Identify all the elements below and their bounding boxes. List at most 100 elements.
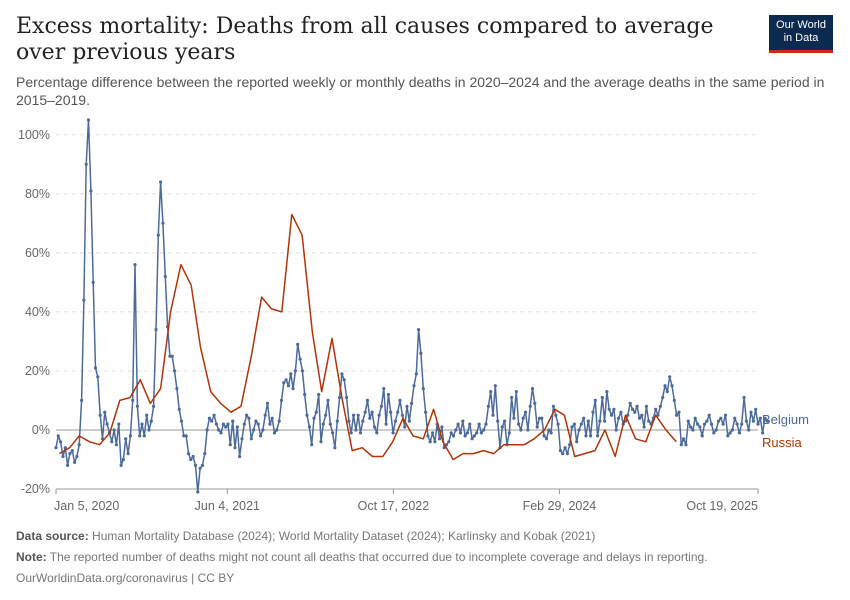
data-point-belgium — [614, 428, 618, 432]
data-point-belgium — [737, 431, 742, 435]
data-point-belgium — [117, 422, 121, 426]
data-point-belgium — [547, 428, 551, 432]
data-point-belgium — [530, 387, 535, 391]
data-point-belgium — [68, 452, 72, 456]
data-point-belgium — [128, 434, 132, 438]
data-point-belgium — [145, 413, 149, 417]
data-point-belgium — [333, 446, 337, 450]
data-point-belgium — [291, 387, 295, 391]
data-point-belgium — [533, 401, 537, 405]
data-point-belgium — [633, 410, 637, 414]
data-point-belgium — [726, 434, 730, 438]
data-point-belgium — [742, 395, 746, 400]
data-point-belgium — [426, 434, 430, 438]
data-point-belgium — [458, 431, 463, 435]
data-point-belgium — [523, 410, 528, 414]
data-point-belgium — [723, 413, 728, 417]
data-point-belgium — [663, 384, 667, 388]
data-point-belgium — [716, 419, 721, 423]
data-point-belgium — [682, 437, 686, 441]
data-point-belgium — [156, 233, 160, 237]
x-tick-label: Feb 29, 2024 — [523, 499, 597, 513]
data-point-belgium — [119, 463, 123, 467]
data-point-belgium — [654, 407, 658, 411]
data-point-belgium — [472, 434, 476, 438]
data-point-belgium — [765, 419, 769, 423]
data-point-belgium — [558, 449, 563, 453]
data-point-belgium — [331, 431, 335, 435]
data-point-belgium — [428, 440, 432, 444]
data-point-belgium — [730, 428, 735, 432]
data-point-belgium — [293, 369, 297, 373]
data-point-belgium — [535, 425, 539, 429]
data-point-belgium — [431, 431, 435, 435]
data-point-belgium — [345, 395, 349, 400]
data-point-belgium — [265, 401, 270, 405]
data-point-belgium — [479, 431, 483, 435]
series-label-russia[interactable]: Russia — [762, 435, 803, 450]
data-point-belgium — [468, 422, 472, 426]
data-point-belgium — [340, 372, 344, 376]
data-source: Data source: Human Mortality Database (2… — [16, 529, 595, 543]
data-point-belgium — [349, 431, 353, 435]
data-point-belgium — [456, 422, 460, 426]
data-point-belgium — [184, 434, 188, 438]
data-point-belgium — [642, 425, 646, 429]
data-source-text[interactable]: Human Mortality Database (2024); World M… — [92, 529, 596, 543]
data-point-belgium — [554, 413, 558, 417]
data-point-belgium — [389, 410, 393, 414]
data-point-belgium — [410, 401, 414, 405]
data-point-belgium — [719, 416, 723, 420]
data-point-belgium — [131, 398, 135, 402]
data-point-belgium — [361, 419, 365, 423]
data-point-belgium — [686, 419, 690, 423]
y-tick-label: -20% — [21, 482, 50, 496]
data-point-belgium — [354, 428, 358, 432]
data-point-belgium — [226, 422, 230, 426]
data-point-belgium — [405, 404, 409, 408]
data-point-belgium — [675, 413, 679, 417]
data-point-belgium — [691, 428, 695, 432]
data-point-belgium — [86, 118, 91, 122]
data-point-belgium — [196, 490, 200, 494]
series-label-belgium[interactable]: Belgium — [762, 412, 809, 427]
data-point-belgium — [138, 434, 142, 438]
data-point-belgium — [105, 422, 109, 426]
data-point-belgium — [396, 410, 400, 414]
data-point-belgium — [305, 413, 309, 417]
data-point-belgium — [98, 413, 102, 417]
data-point-belgium — [596, 434, 600, 438]
y-tick-label: 80% — [25, 187, 50, 201]
data-point-belgium — [589, 434, 593, 438]
data-point-belgium — [179, 419, 184, 423]
data-point-belgium — [616, 416, 621, 420]
data-point-belgium — [437, 437, 442, 441]
series-line-russia[interactable] — [58, 213, 677, 461]
series-line-belgium[interactable] — [55, 119, 768, 493]
credit-link[interactable]: OurWorldinData.org/coronavirus | CC BY — [16, 571, 235, 585]
data-point-belgium — [740, 422, 744, 426]
owid-logo[interactable]: Our World in Data — [769, 15, 833, 53]
y-tick-label: 60% — [25, 246, 50, 260]
data-point-belgium — [477, 422, 481, 426]
data-point-belgium — [163, 274, 167, 279]
data-point-belgium — [626, 413, 630, 417]
data-point-belgium — [698, 425, 702, 429]
data-point-belgium — [240, 437, 244, 441]
data-point-belgium — [363, 410, 367, 414]
data-point-belgium — [259, 434, 263, 438]
data-point-belgium — [221, 422, 225, 426]
data-point-belgium — [61, 454, 65, 459]
data-point-belgium — [214, 422, 218, 426]
data-point-belgium — [382, 387, 386, 391]
data-point-belgium — [370, 410, 374, 414]
data-point-belgium — [584, 434, 588, 438]
data-point-belgium — [317, 392, 321, 397]
data-point-belgium — [275, 428, 279, 432]
data-point-belgium — [528, 404, 532, 408]
data-point-belgium — [603, 419, 607, 423]
data-point-belgium — [598, 419, 602, 423]
data-point-belgium — [496, 419, 500, 423]
data-point-belgium — [519, 428, 523, 432]
